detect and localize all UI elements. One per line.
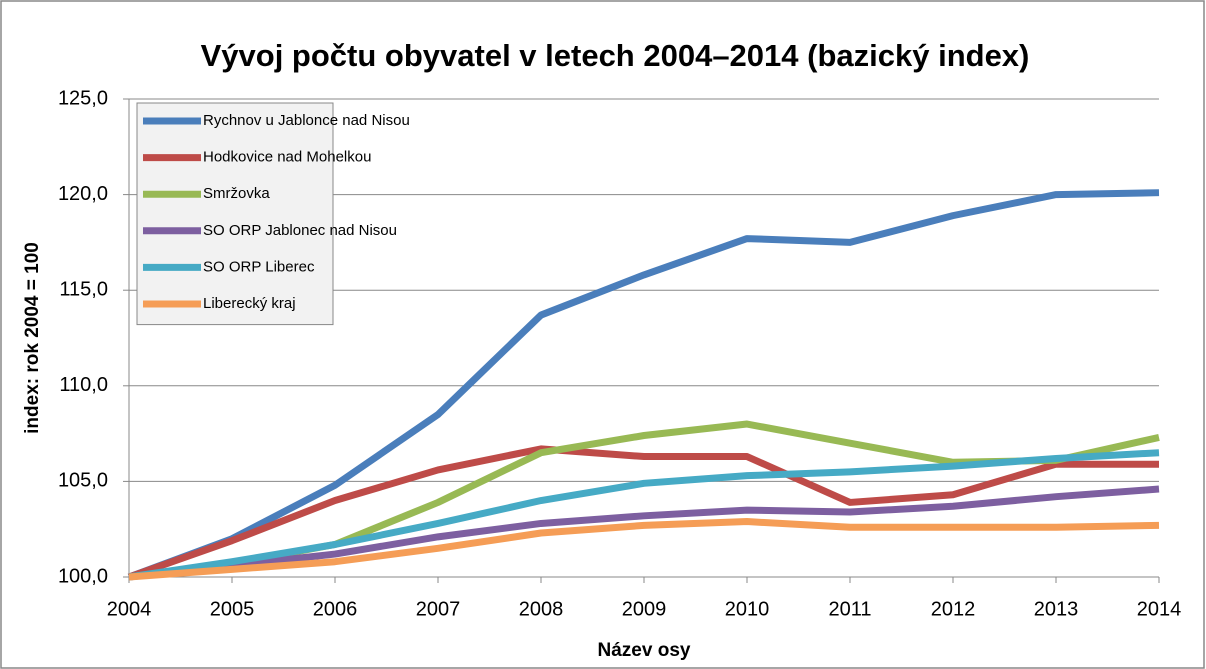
- series-line: [128, 449, 1160, 581]
- x-tick-label: 2011: [828, 598, 871, 620]
- y-tick-label: 120,0: [58, 183, 108, 205]
- x-tick-label: 2008: [519, 598, 564, 620]
- x-tick-label: 2014: [1137, 598, 1182, 620]
- x-tick-label: 2010: [725, 598, 770, 620]
- series-line: [128, 485, 1160, 581]
- chart-title: Vývoj počtu obyvatel v letech 2004–2014 …: [201, 38, 1030, 73]
- x-tick-label: 2013: [1034, 598, 1079, 620]
- y-tick-label: 125,0: [58, 87, 108, 109]
- x-tick-label: 2009: [622, 598, 667, 620]
- x-tick-label: 2006: [313, 598, 358, 620]
- series-line: [127, 445, 1159, 581]
- y-tick-label: 105,0: [58, 470, 108, 492]
- legend-label: Hodkovice nad Mohelkou: [203, 149, 371, 166]
- legend-label: Rychnov u Jablonce nad Nisou: [203, 112, 410, 129]
- x-tick-label: 2005: [210, 598, 255, 620]
- y-tick-label: 110,0: [59, 374, 108, 396]
- y-tick-label: 100,0: [58, 565, 108, 587]
- legend-label: SO ORP Liberec: [203, 258, 315, 275]
- x-tick-label: 2004: [107, 598, 152, 620]
- series-line: [127, 189, 1160, 581]
- x-tick-label: 2007: [416, 598, 461, 620]
- legend-label: SO ORP Jablonec nad Nisou: [203, 222, 397, 239]
- x-tick-label: 2012: [931, 598, 976, 620]
- y-axis-title: index: rok 2004 = 100: [22, 242, 43, 434]
- y-tick-label: 115,0: [59, 278, 108, 300]
- legend-box: [136, 102, 334, 326]
- x-axis-title: Název osy: [598, 640, 691, 661]
- legend-label: Smržovka: [203, 185, 270, 202]
- series-line: [128, 518, 1160, 581]
- legend-label: Liberecký kraj: [203, 295, 296, 312]
